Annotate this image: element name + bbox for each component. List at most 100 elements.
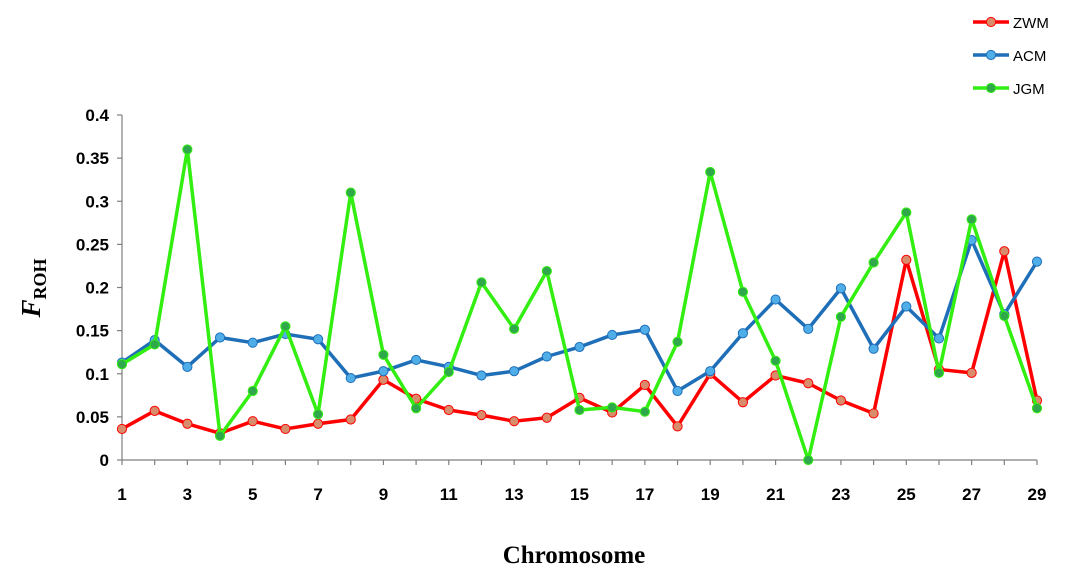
data-point bbox=[411, 403, 422, 414]
data-point bbox=[999, 310, 1010, 322]
data-point bbox=[345, 372, 356, 384]
data-point bbox=[705, 366, 716, 377]
data-point bbox=[737, 397, 748, 408]
data-point bbox=[443, 366, 454, 378]
data-point bbox=[149, 405, 160, 416]
data-point bbox=[803, 378, 814, 389]
data-point bbox=[770, 355, 781, 366]
y-tick-label: 0.1 bbox=[85, 365, 109, 384]
legend-label: ZWM bbox=[1013, 15, 1049, 32]
y-tick-label: 0.05 bbox=[76, 408, 109, 427]
data-point bbox=[770, 294, 781, 305]
data-point bbox=[116, 423, 128, 435]
data-point bbox=[247, 337, 258, 348]
data-point bbox=[149, 339, 160, 350]
data-point bbox=[182, 418, 193, 429]
legend-item-jgm: JGM bbox=[973, 81, 1045, 98]
y-tick-label: 0.3 bbox=[85, 192, 109, 211]
data-point bbox=[966, 214, 977, 225]
y-axis-label: FROH bbox=[16, 258, 50, 318]
y-tick-label: 0.4 bbox=[85, 106, 109, 125]
x-tick-label: 19 bbox=[701, 485, 720, 504]
data-point bbox=[214, 430, 226, 441]
data-point bbox=[1031, 403, 1043, 414]
series-line bbox=[121, 238, 1039, 393]
data-point bbox=[639, 379, 650, 391]
x-tick-label: 27 bbox=[962, 485, 981, 504]
data-point bbox=[901, 254, 912, 265]
x-tick-label: 7 bbox=[313, 485, 322, 504]
data-point bbox=[509, 366, 520, 377]
axis-ticks: 00.050.10.150.20.250.30.350.41 3 5 7 9 11 13 15… bbox=[76, 106, 1047, 504]
data-point bbox=[868, 343, 879, 354]
data-point bbox=[476, 410, 487, 421]
data-point bbox=[607, 329, 618, 341]
data-point bbox=[639, 406, 650, 417]
series-acm bbox=[116, 234, 1043, 397]
data-point bbox=[672, 385, 683, 397]
data-point bbox=[966, 367, 977, 378]
data-point bbox=[378, 366, 389, 377]
legend-item-zwm: ZWM bbox=[973, 15, 1049, 32]
x-tick-label: 1 bbox=[117, 485, 126, 504]
y-tick-label: 0.35 bbox=[76, 149, 109, 168]
legend: ZWM ACM JGM bbox=[973, 15, 1049, 98]
data-point bbox=[247, 385, 258, 397]
data-point bbox=[509, 416, 520, 427]
data-point bbox=[672, 336, 683, 347]
data-point bbox=[541, 412, 552, 423]
data-point bbox=[639, 324, 650, 335]
data-point bbox=[835, 283, 847, 294]
data-point bbox=[999, 246, 1010, 257]
data-point bbox=[411, 354, 422, 366]
data-point bbox=[476, 370, 487, 381]
y-tick-label: 0.2 bbox=[85, 279, 109, 298]
data-point bbox=[835, 311, 847, 322]
data-point bbox=[378, 374, 389, 385]
x-tick-label: 21 bbox=[766, 485, 785, 504]
data-point bbox=[803, 323, 814, 334]
x-tick-label: 23 bbox=[831, 485, 850, 504]
data-point bbox=[933, 333, 945, 344]
data-point bbox=[541, 266, 552, 277]
data-point bbox=[574, 341, 585, 353]
data-point bbox=[378, 349, 389, 360]
x-tick-label: 29 bbox=[1028, 485, 1047, 504]
data-point bbox=[116, 359, 128, 370]
data-point bbox=[312, 418, 324, 429]
y-axis-label-subscript: ROH bbox=[30, 258, 50, 299]
series-jgm bbox=[116, 144, 1043, 466]
x-axis-label: Chromosome bbox=[503, 542, 646, 569]
data-point bbox=[214, 332, 226, 343]
data-point bbox=[345, 187, 356, 198]
data-point bbox=[280, 423, 291, 435]
data-point bbox=[933, 367, 945, 378]
legend-marker bbox=[985, 16, 997, 28]
x-tick-label: 25 bbox=[897, 485, 916, 504]
y-tick-label: 0.25 bbox=[76, 235, 109, 254]
data-point bbox=[182, 144, 193, 155]
x-tick-label: 3 bbox=[183, 485, 192, 504]
data-point bbox=[868, 408, 879, 419]
series-group bbox=[116, 144, 1043, 466]
x-tick-label: 9 bbox=[379, 485, 388, 504]
legend-item-acm: ACM bbox=[973, 48, 1046, 65]
x-tick-label: 15 bbox=[570, 485, 589, 504]
data-point bbox=[672, 421, 683, 432]
data-point bbox=[280, 321, 291, 332]
legend-label: ACM bbox=[1013, 48, 1046, 65]
data-point bbox=[443, 404, 454, 416]
data-point bbox=[737, 286, 748, 297]
data-point bbox=[476, 277, 487, 288]
data-point bbox=[737, 328, 748, 339]
data-point bbox=[312, 334, 324, 345]
data-point bbox=[607, 402, 618, 413]
data-point bbox=[541, 351, 552, 362]
data-point bbox=[182, 361, 193, 372]
y-tick-label: 0.15 bbox=[76, 322, 109, 341]
legend-marker bbox=[985, 82, 997, 94]
legend-label: JGM bbox=[1013, 81, 1045, 98]
data-point bbox=[705, 166, 716, 178]
x-tick-label: 11 bbox=[440, 485, 458, 504]
